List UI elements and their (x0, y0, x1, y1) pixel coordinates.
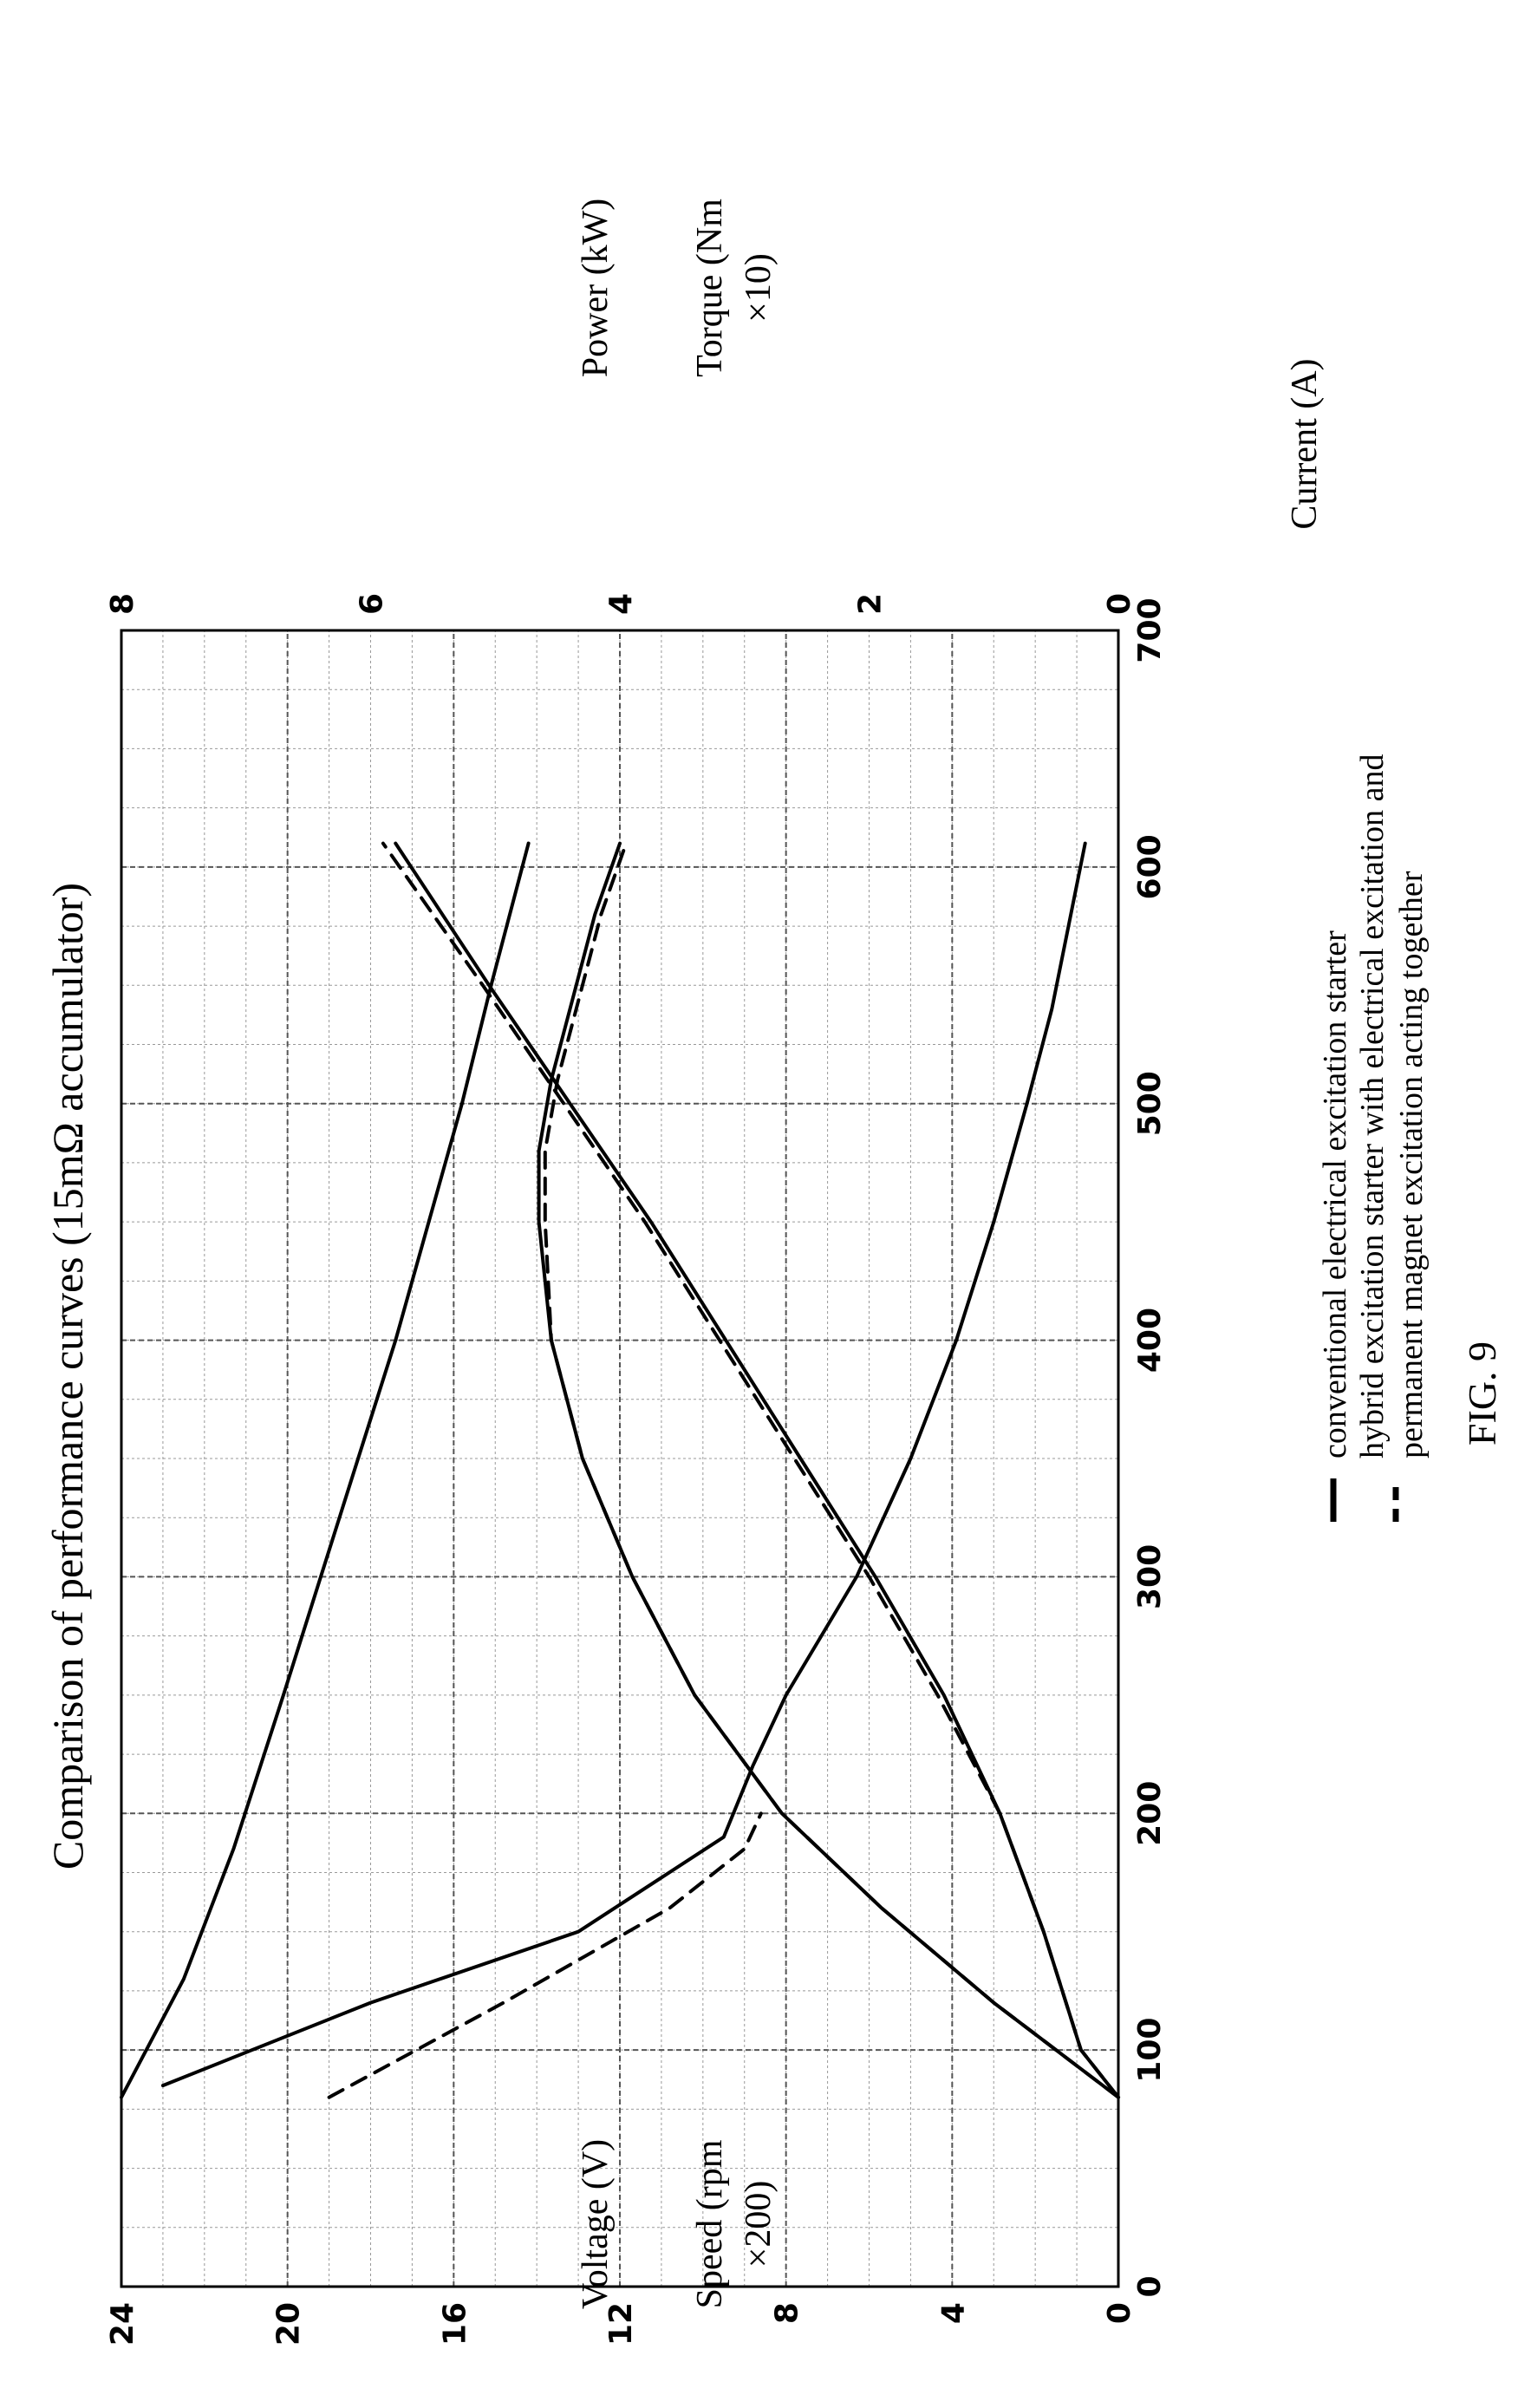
legend-label-conventional: conventional electrical excitation start… (1317, 930, 1353, 1459)
left-tick-label: 24 (105, 2302, 140, 2346)
x-tick-label: 200 (1132, 1781, 1168, 1846)
left-tick-label: 8 (770, 2302, 805, 2324)
legend-label-hybrid-cont: permanent magnet excitation acting toget… (1393, 871, 1430, 1459)
left-tick-label: 0 (1102, 2302, 1137, 2324)
series-line-solid-1 (160, 841, 1087, 2088)
series-layer (120, 841, 1120, 2099)
right-tick-label: 8 (105, 593, 140, 615)
left-axis-label-speed-scale: ×200) (739, 2181, 779, 2268)
series-line-dashed-4 (543, 841, 1120, 2099)
x-tick-label: 600 (1132, 834, 1168, 899)
series-line-dashed-6 (381, 841, 1120, 2099)
series-line-solid-5 (394, 841, 1120, 2099)
plot-frame (120, 629, 1120, 2288)
x-axis-label: Current (A) (1285, 358, 1325, 529)
left-tick-label: 20 (271, 2302, 307, 2346)
x-tick-label: 400 (1132, 1308, 1168, 1373)
x-tick-label: 100 (1132, 2018, 1168, 2083)
legend: conventional electrical excitation start… (1317, 754, 1430, 1522)
left-tick-labels: 0 4 8 12 16 20 24 (105, 2302, 1137, 2346)
figure-label: FIG. 9 (1460, 1341, 1504, 1445)
legend-label-hybrid: hybrid excitation starter with electrica… (1354, 754, 1391, 1459)
left-axis-label-voltage: Voltage (V) (576, 2139, 616, 2309)
chart-title: Comparison of performance curves (15mΩ a… (43, 883, 92, 1870)
x-tick-labels: 0 100 200 300 400 500 600 700 (1132, 597, 1168, 2297)
right-tick-label: 6 (355, 593, 390, 615)
series-line-solid-0 (120, 841, 531, 2099)
right-tick-label: 0 (1102, 593, 1137, 615)
right-axis-label-torque-scale: ×10) (739, 253, 779, 323)
x-tick-label: 0 (1132, 2275, 1168, 2297)
minor-grid (121, 630, 1118, 2287)
series-line-dashed-2 (327, 1811, 763, 2099)
right-tick-label: 4 (603, 593, 639, 615)
major-grid (121, 630, 1118, 2287)
left-tick-label: 16 (437, 2302, 472, 2346)
right-tick-label: 2 (853, 593, 889, 615)
x-tick-label: 300 (1132, 1544, 1168, 1609)
right-axis-label-torque: Torque (Nm (690, 199, 730, 377)
left-axis-label-speed: Speed (rpm (690, 2139, 730, 2308)
left-tick-label: 12 (603, 2302, 639, 2346)
x-tick-label: 700 (1132, 597, 1168, 662)
left-tick-label: 4 (935, 2302, 971, 2324)
right-tick-labels: 0 2 4 6 8 (105, 593, 1137, 615)
series-line-solid-3 (537, 841, 1120, 2099)
right-axis-label-power: Power (kW) (576, 199, 616, 377)
x-tick-label: 500 (1132, 1071, 1168, 1136)
